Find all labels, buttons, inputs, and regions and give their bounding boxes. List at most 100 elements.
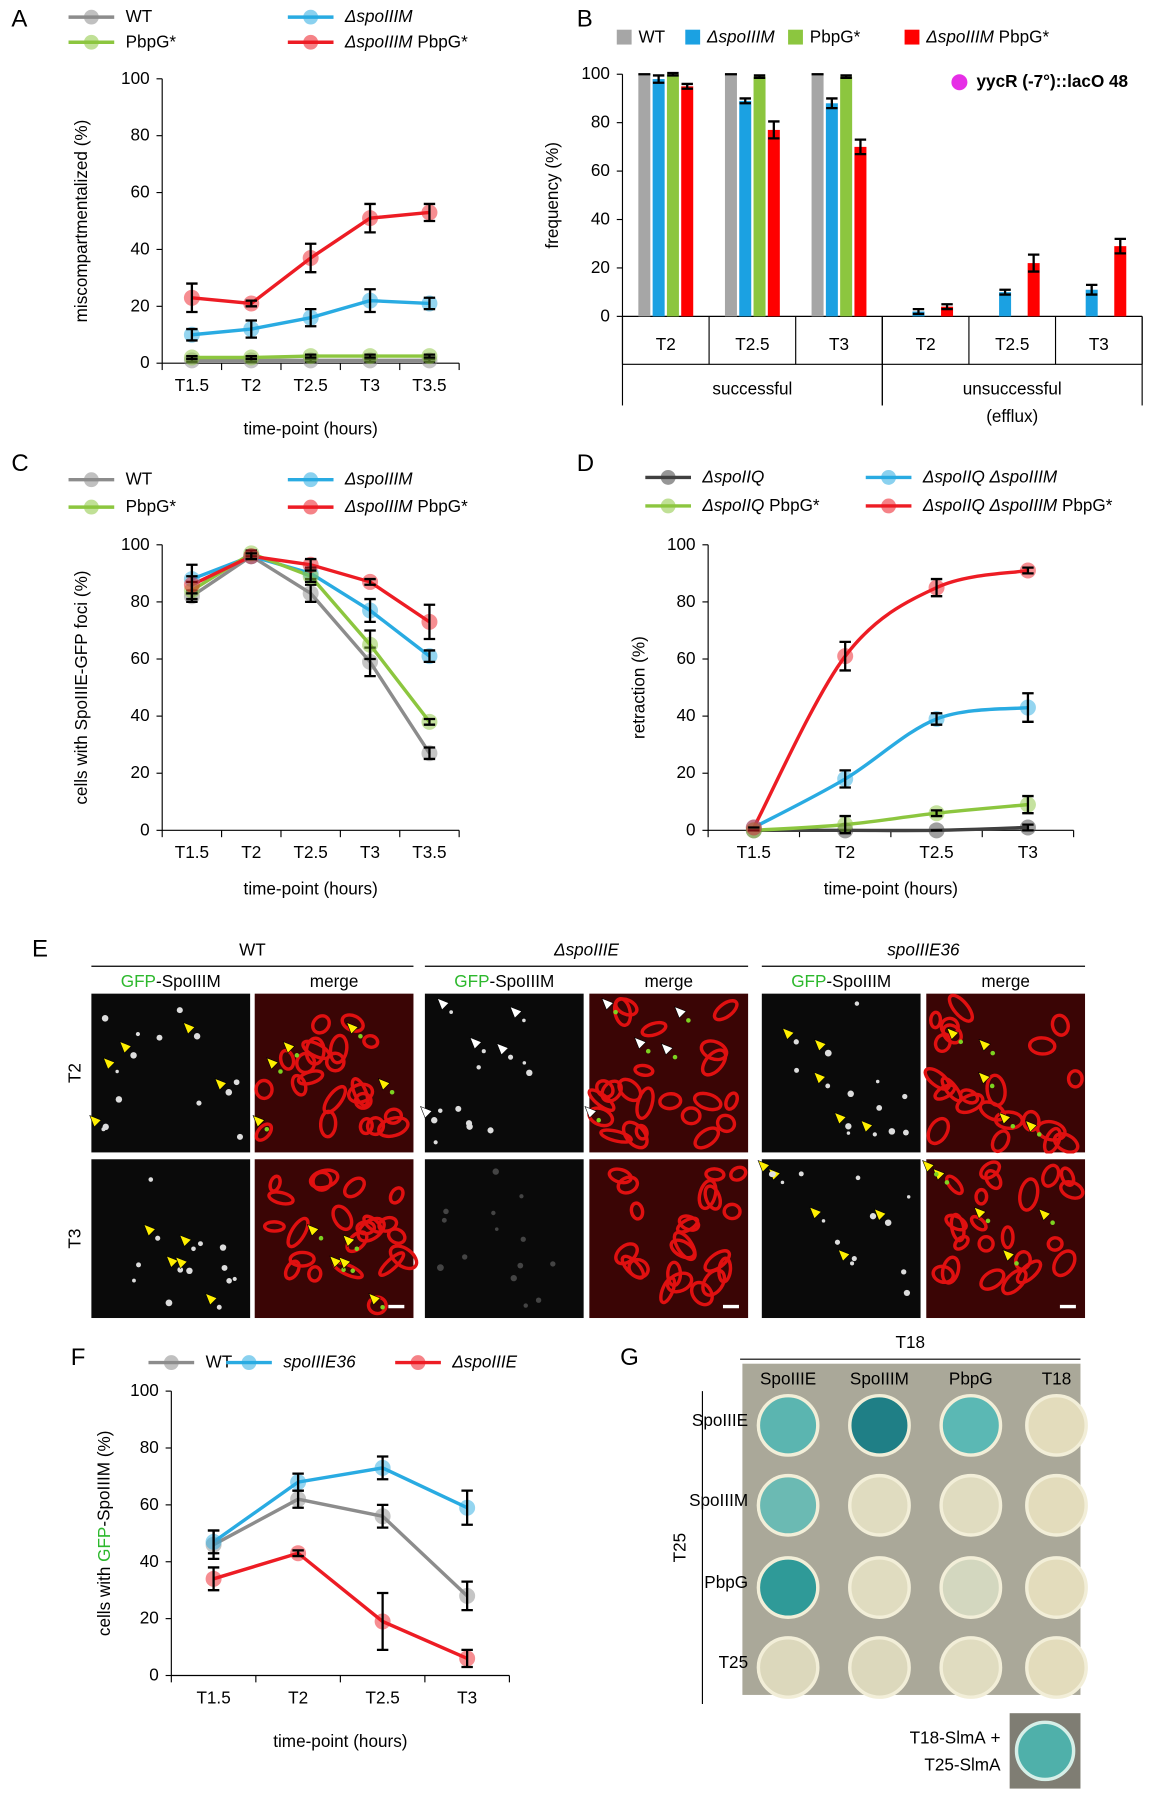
x-tick-label: T2 [835, 842, 855, 862]
gfp-spot-merge [341, 1267, 346, 1273]
gfp-spot [443, 1208, 449, 1215]
channel-label: merge [981, 971, 1030, 991]
arrowhead [368, 1293, 381, 1306]
cell-outline [1052, 1249, 1077, 1278]
y-axis-label: retraction (%) [628, 636, 648, 739]
cell-outline [979, 1268, 1006, 1291]
arrowhead [977, 1071, 991, 1085]
arrowhead [205, 1293, 218, 1306]
error-bar [292, 1472, 304, 1492]
x-tick-label: T3 [360, 375, 380, 395]
error-bar [292, 1549, 304, 1558]
arrowhead [782, 1027, 795, 1041]
cell-outline [712, 999, 739, 1022]
bar [999, 292, 1012, 317]
x-tick-label: T1.5 [175, 375, 209, 395]
gfp-spot [216, 1304, 222, 1310]
panel-letter: A [11, 6, 27, 33]
cell-outline [345, 1230, 369, 1254]
legend-label: ΔspoIIQ [701, 466, 764, 486]
gfp-spot [851, 1255, 857, 1262]
column-label: SpoIIIE [760, 1368, 816, 1388]
cell-outline [286, 1216, 310, 1249]
cell-outline [693, 1126, 721, 1150]
bar [811, 74, 824, 317]
gfp-spot [794, 1067, 800, 1073]
legend-label: WT [206, 1351, 233, 1371]
gfp-spot [441, 1217, 447, 1223]
error-bar [1022, 692, 1034, 723]
legend-label: PbpG* [126, 31, 177, 51]
gfp-spot [196, 1100, 202, 1106]
arrowhead [338, 1256, 351, 1270]
gfp-spot [884, 1219, 892, 1226]
gfp-spot [522, 1018, 526, 1023]
cell-outline [680, 1106, 702, 1126]
error-bar [461, 1648, 473, 1669]
x-tick-label: T3 [1089, 333, 1109, 353]
gfp-spot [494, 1227, 499, 1231]
y-tick-label: 100 [581, 63, 610, 83]
x-tick-label: T2.5 [735, 333, 769, 353]
error-bar [826, 97, 838, 110]
arrowhead [252, 1115, 266, 1128]
cell-outline [1000, 1225, 1015, 1250]
gfp-spot [875, 1079, 880, 1084]
column-label: T18 [1042, 1368, 1072, 1388]
gfp-spot-merge [613, 1009, 618, 1015]
y-tick-label: 80 [591, 111, 610, 131]
cell-outline [322, 1084, 348, 1115]
legend-swatch [616, 29, 632, 45]
y-tick-label: 100 [667, 533, 696, 553]
gfp-spot-merge [358, 1033, 363, 1039]
gfp-spot [165, 1299, 173, 1307]
cell-outline [383, 1107, 404, 1125]
legend-label: ΔspoIIQ ΔspoIIIM [922, 466, 1058, 486]
gfp-spot [876, 1105, 883, 1111]
x-tick-label: T3 [829, 333, 849, 353]
legend-label: ΔspoIIQ ΔspoIIIM PbpG* [922, 494, 1113, 514]
y-tick-label: 100 [121, 67, 150, 87]
arrowhead [306, 1224, 320, 1237]
gfp-image [91, 993, 251, 1153]
gfp-spot [522, 1061, 527, 1065]
y-tick-label: 60 [131, 648, 150, 668]
error-bar [423, 746, 436, 761]
arrowhead [837, 1249, 851, 1262]
error-bar [376, 1503, 389, 1529]
arrowhead [946, 1027, 959, 1041]
x-tick-label: T3.5 [412, 375, 446, 395]
legend-marker [303, 34, 319, 50]
group-label: successful [712, 378, 792, 398]
colony [756, 1556, 820, 1619]
arrowhead [1025, 1120, 1038, 1133]
cell-outline [715, 1113, 737, 1134]
channel-label: GFP-SpoIIIM [454, 971, 554, 991]
strain-label: ΔspoIIIE [553, 939, 619, 959]
y-tick-label: 0 [686, 819, 696, 839]
legend-label: ΔspoIIIM [344, 468, 413, 488]
panel-letter: E [32, 936, 48, 963]
cell-outline [254, 1122, 274, 1142]
gfp-spot-merge [350, 1268, 356, 1274]
gfp-spot-merge [1050, 1220, 1055, 1225]
gfp-spot-merge [294, 1053, 300, 1058]
y-tick-label: 20 [131, 295, 150, 315]
legend-label: ΔspoIIIE [451, 1351, 517, 1371]
arrowhead [420, 1105, 433, 1119]
gfp-spot-merge [934, 1171, 939, 1177]
y-tick-label: 60 [591, 160, 610, 180]
error-bar [681, 82, 693, 90]
gfp-spot [550, 1261, 556, 1267]
arrowhead [813, 1071, 826, 1085]
legend-label: ΔspoIIIM PbpG* [344, 496, 468, 516]
arrowhead [922, 1160, 935, 1173]
y-axis-label: miscompartmentalized (%) [71, 120, 91, 323]
cell-outline [1059, 1180, 1085, 1200]
error-bar [423, 717, 436, 726]
legend-swatch [788, 29, 803, 45]
legend-swatch [685, 29, 701, 45]
gfp-spot [197, 1241, 203, 1247]
row-header: T25 [669, 1533, 689, 1563]
legend-marker [163, 1355, 179, 1370]
